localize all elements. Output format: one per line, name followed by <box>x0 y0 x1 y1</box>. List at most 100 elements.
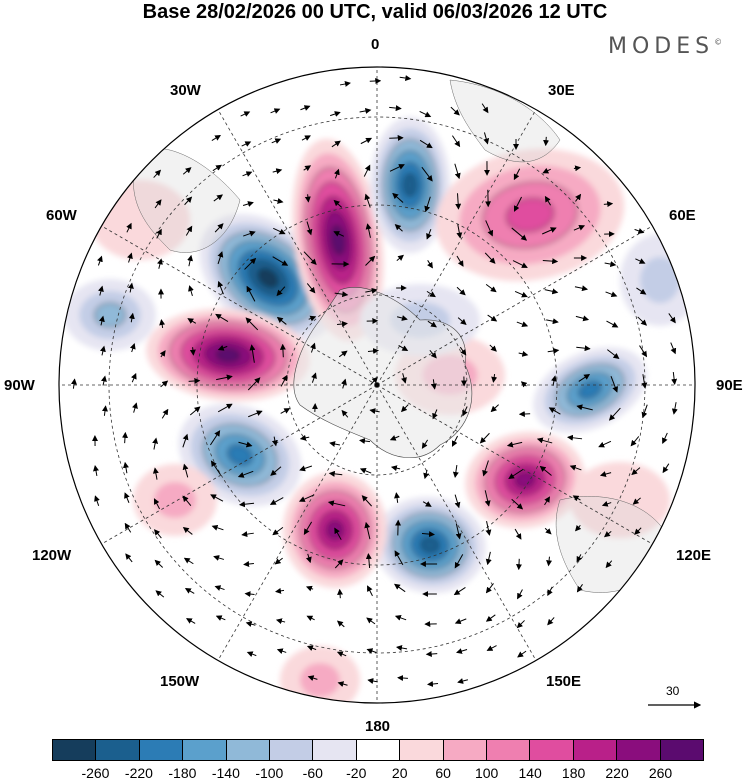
wind-arrow <box>454 163 461 180</box>
wind-arrow <box>189 347 196 356</box>
wind-arrow <box>330 111 341 117</box>
wind-arrow <box>273 198 284 204</box>
meridian-line <box>376 384 653 545</box>
wind-arrow <box>422 501 432 507</box>
meridian-line <box>217 109 378 386</box>
wind-arrow <box>365 553 372 569</box>
wind-arrow <box>419 139 433 149</box>
negative-anomaly <box>370 117 450 253</box>
anomaly-field <box>64 117 695 703</box>
wind-arrow <box>94 495 100 506</box>
contour-fill <box>94 302 126 328</box>
wind-arrow <box>544 195 552 206</box>
wind-arrow <box>246 651 257 657</box>
wind-arrow <box>634 228 645 234</box>
wind-arrow <box>159 350 166 358</box>
wind-arrow <box>636 287 647 295</box>
wind-arrow <box>487 314 498 322</box>
wind-arrow <box>400 404 409 413</box>
wind-arrow <box>242 201 254 207</box>
wind-arrow <box>516 321 529 327</box>
wind-arrow <box>574 285 589 292</box>
lon-label-120w: 120W <box>32 547 72 564</box>
wind-arrow <box>185 225 193 236</box>
wind-arrow <box>241 141 252 147</box>
wind-arrow <box>305 553 312 564</box>
chart-title: Base 28/02/2026 00 UTC, valid 06/03/2026… <box>142 1 608 23</box>
wind-arrow <box>569 464 582 471</box>
contour-fill <box>325 519 345 541</box>
modes-logo: MODES© <box>608 34 722 59</box>
colorbar-tick-label: 20 <box>391 765 408 781</box>
wind-arrow <box>359 467 372 474</box>
colorbar-tick-label: 220 <box>605 765 629 781</box>
colorbar-swatch <box>659 740 704 760</box>
wind-arrow <box>276 648 287 655</box>
wind-arrow <box>217 251 224 265</box>
wind-arrow <box>601 500 612 507</box>
wind-arrow <box>126 222 132 233</box>
wind-arrow <box>397 675 408 681</box>
wind-arrow <box>184 587 195 594</box>
wind-arrow <box>249 344 256 363</box>
wind-arrow <box>341 409 349 418</box>
positive-anomaly <box>283 472 387 588</box>
wind-arrow <box>394 224 403 232</box>
wind-arrow <box>427 260 433 269</box>
wind-arrow <box>159 319 166 329</box>
wind-arrow <box>512 260 528 268</box>
wind-arrow <box>215 615 226 621</box>
wind-arrow <box>641 374 648 389</box>
colorbar-tick-label: 260 <box>648 765 673 781</box>
lon-label-30w: 30W <box>170 82 201 99</box>
wind-arrow <box>211 134 222 141</box>
colorbar-swatch <box>269 740 313 760</box>
contour-fill <box>640 257 680 303</box>
wind-arrow <box>98 315 105 326</box>
wind-arrow <box>548 407 561 415</box>
wind-arrow <box>452 464 459 478</box>
wind-arrow <box>366 648 377 654</box>
colorbar-swatch <box>312 740 356 760</box>
negative-anomaly <box>374 496 486 594</box>
colorbar-tick-label: 100 <box>474 765 499 781</box>
wind-vectors <box>70 75 678 687</box>
wind-arrow <box>182 463 189 478</box>
wind-arrow <box>641 404 648 419</box>
wind-arrow <box>271 436 278 447</box>
wind-arrow <box>100 375 107 386</box>
wind-arrow <box>486 645 497 651</box>
wind-arrow <box>99 345 106 356</box>
wind-arrow <box>306 221 313 236</box>
wind-arrow <box>339 81 351 87</box>
wind-arrow <box>607 349 620 359</box>
wind-arrow <box>637 316 648 326</box>
wind-arrow <box>454 554 464 569</box>
wind-arrow <box>574 524 582 532</box>
wind-arrow <box>238 501 255 508</box>
wind-arrow <box>122 431 129 444</box>
wind-arrow <box>367 585 373 597</box>
wind-arrow <box>307 675 318 681</box>
wind-arrow <box>156 228 162 239</box>
wind-arrow <box>333 231 345 237</box>
wind-arrow <box>70 378 77 389</box>
colorbar-swatch <box>442 740 487 760</box>
wind-arrow <box>127 282 134 293</box>
wind-arrow <box>328 470 343 477</box>
wind-arrow <box>215 313 229 323</box>
wind-arrow <box>124 522 132 533</box>
wind-arrow <box>630 436 640 447</box>
colorbar-tick-label: -220 <box>124 765 153 781</box>
antarctica-outline <box>293 287 473 458</box>
wind-arrow <box>456 648 468 654</box>
wind-arrow <box>161 408 169 419</box>
wind-arrow <box>160 380 169 388</box>
wind-arrow <box>154 559 164 568</box>
wind-arrow <box>299 465 313 472</box>
wind-arrow <box>575 193 582 202</box>
wind-arrow <box>635 258 646 264</box>
wind-arrow <box>247 377 261 391</box>
wind-arrow <box>244 591 255 598</box>
